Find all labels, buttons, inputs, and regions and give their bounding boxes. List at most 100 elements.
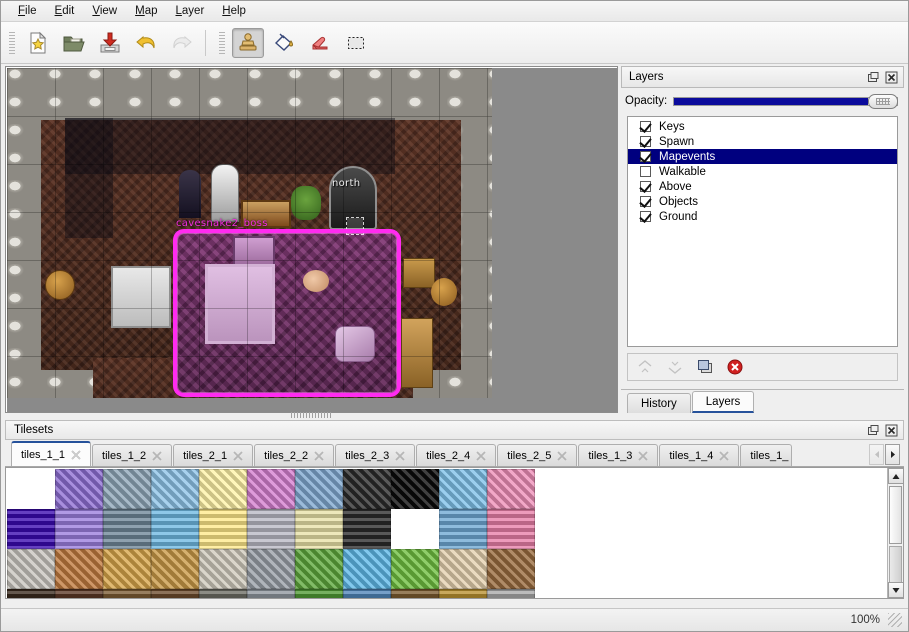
layer-visibility-checkbox[interactable] <box>640 121 651 132</box>
tileset-tile[interactable] <box>295 589 343 598</box>
tileset-tab-tiles-1-truncated[interactable]: tiles_1_ <box>740 444 793 466</box>
float-icon[interactable] <box>866 423 881 438</box>
close-tab-icon[interactable] <box>152 450 162 461</box>
layer-row-mapevents[interactable]: Mapevents <box>628 149 897 164</box>
tileset-tab-tiles-1-2[interactable]: tiles_1_2 <box>92 444 173 466</box>
tileset-tile[interactable] <box>7 509 55 549</box>
close-tab-icon[interactable] <box>314 450 324 461</box>
tileset-tile[interactable] <box>55 469 103 509</box>
tileset-tile[interactable] <box>7 469 55 509</box>
tileset-tile[interactable] <box>103 589 151 598</box>
tileset-tile[interactable] <box>247 469 295 509</box>
menu-item-map[interactable]: Map <box>135 5 158 17</box>
tileset-tile[interactable] <box>439 509 487 549</box>
scroll-tabs-right-button[interactable] <box>885 444 900 465</box>
layer-row-keys[interactable]: Keys <box>628 119 897 134</box>
tileset-tile[interactable] <box>439 549 487 589</box>
tileset-tile[interactable] <box>103 549 151 589</box>
resize-grip[interactable] <box>888 613 902 627</box>
map-event-label-cavesnake2-boss[interactable]: cavesnake2_boss <box>176 218 268 229</box>
tileset-tab-tiles-2-3[interactable]: tiles_2_3 <box>335 444 416 466</box>
tileset-tile[interactable] <box>295 549 343 589</box>
tileset-tile[interactable] <box>391 589 439 598</box>
scroll-up-button[interactable] <box>888 468 903 484</box>
delete-layer-button[interactable] <box>724 356 746 378</box>
layer-row-objects[interactable]: Objects <box>628 194 897 209</box>
layer-visibility-checkbox[interactable] <box>640 181 651 192</box>
close-tab-icon[interactable] <box>233 450 243 461</box>
tileset-tile[interactable] <box>7 589 55 598</box>
fill-tool-icon[interactable] <box>268 28 300 58</box>
open-file-icon[interactable] <box>58 28 90 58</box>
tileset-tile[interactable] <box>7 549 55 589</box>
close-tab-icon[interactable] <box>476 450 486 461</box>
tileset-palette[interactable] <box>5 467 904 599</box>
undo-icon[interactable] <box>130 28 162 58</box>
tileset-tile-grid[interactable] <box>7 469 535 598</box>
tileset-tile[interactable] <box>247 589 295 598</box>
layer-visibility-checkbox[interactable] <box>640 151 651 162</box>
duplicate-layer-button[interactable] <box>694 356 716 378</box>
tab-history[interactable]: History <box>627 393 691 413</box>
layer-list[interactable]: Keys Spawn Mapevents Walkable Above Obje… <box>627 116 898 347</box>
tileset-tab-tiles-2-5[interactable]: tiles_2_5 <box>497 444 578 466</box>
tileset-tile[interactable] <box>487 509 535 549</box>
layer-visibility-checkbox[interactable] <box>640 166 651 177</box>
opacity-slider[interactable] <box>673 94 898 109</box>
stamp-tool-icon[interactable] <box>232 27 264 58</box>
close-tab-icon[interactable] <box>557 450 567 461</box>
tileset-tile[interactable] <box>55 589 103 598</box>
tileset-tile[interactable] <box>247 549 295 589</box>
tileset-tile[interactable] <box>343 469 391 509</box>
layer-row-above[interactable]: Above <box>628 179 897 194</box>
tileset-tile[interactable] <box>103 509 151 549</box>
tileset-tile[interactable] <box>439 469 487 509</box>
tools-toolbar-grip[interactable] <box>217 29 226 56</box>
tileset-tile[interactable] <box>151 589 199 598</box>
layer-visibility-checkbox[interactable] <box>640 136 651 147</box>
opacity-slider-handle[interactable] <box>868 94 898 109</box>
tileset-tab-tiles-1-3[interactable]: tiles_1_3 <box>578 444 659 466</box>
layer-row-walkable[interactable]: Walkable <box>628 164 897 179</box>
toolbar-grip[interactable] <box>7 29 16 56</box>
tileset-tile[interactable] <box>199 469 247 509</box>
tileset-tab-tiles-2-2[interactable]: tiles_2_2 <box>254 444 335 466</box>
close-tab-icon[interactable] <box>71 449 81 460</box>
map-selection-rectangle[interactable] <box>173 229 401 397</box>
tileset-tile[interactable] <box>343 589 391 598</box>
horizontal-splitter[interactable] <box>5 411 618 419</box>
tileset-tile[interactable] <box>295 509 343 549</box>
tileset-tile[interactable] <box>439 589 487 598</box>
scrollbar-thumb[interactable] <box>889 486 902 544</box>
tileset-tile[interactable] <box>199 589 247 598</box>
map-canvas[interactable]: cavesnake2_boss north <box>7 68 492 398</box>
tileset-tile[interactable] <box>391 549 439 589</box>
select-tool-icon[interactable] <box>340 28 372 58</box>
tileset-tile[interactable] <box>199 509 247 549</box>
tab-layers[interactable]: Layers <box>691 391 755 413</box>
menu-item-help[interactable]: Help <box>222 5 246 17</box>
tileset-tile[interactable] <box>391 469 439 509</box>
tileset-tile[interactable] <box>55 509 103 549</box>
tileset-tile[interactable] <box>295 469 343 509</box>
layer-row-ground[interactable]: Ground <box>628 209 897 224</box>
menu-item-file[interactable]: File <box>18 5 37 17</box>
save-file-icon[interactable] <box>94 28 126 58</box>
tileset-vertical-scrollbar[interactable] <box>887 468 903 598</box>
tileset-tile[interactable] <box>343 549 391 589</box>
layer-visibility-checkbox[interactable] <box>640 196 651 207</box>
tileset-tile[interactable] <box>247 509 295 549</box>
float-icon[interactable] <box>866 70 881 85</box>
tileset-tile[interactable] <box>487 549 535 589</box>
tileset-tile[interactable] <box>103 469 151 509</box>
scroll-down-button[interactable] <box>888 582 903 598</box>
close-icon[interactable] <box>884 423 899 438</box>
tileset-tile[interactable] <box>391 509 439 549</box>
tileset-tab-tiles-1-1[interactable]: tiles_1_1 <box>11 441 92 466</box>
tileset-tab-tiles-1-4[interactable]: tiles_1_4 <box>659 444 740 466</box>
tileset-tile[interactable] <box>343 509 391 549</box>
close-icon[interactable] <box>884 70 899 85</box>
layer-row-spawn[interactable]: Spawn <box>628 134 897 149</box>
menu-item-edit[interactable]: Edit <box>54 5 75 17</box>
layer-visibility-checkbox[interactable] <box>640 211 651 222</box>
